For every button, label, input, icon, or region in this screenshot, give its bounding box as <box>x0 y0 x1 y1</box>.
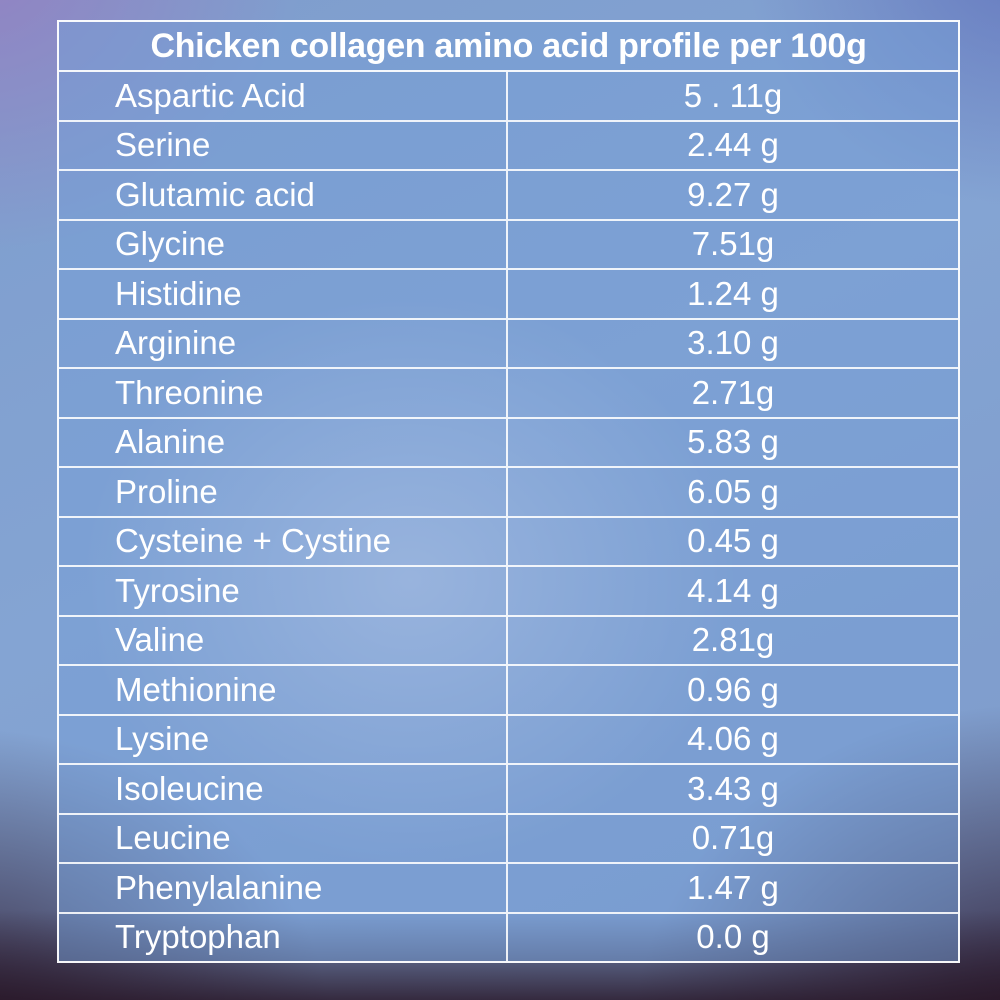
table-row: Tryptophan 0.0 g <box>59 913 958 961</box>
amino-acid-value: 2.44 g <box>687 126 779 164</box>
amino-acid-value: 3.43 g <box>687 769 779 807</box>
amino-acid-name: Cysteine + Cystine <box>59 517 508 565</box>
amino-acid-name: Tyrosine <box>59 567 508 615</box>
amino-acid-value: 6.05 g <box>687 472 779 510</box>
amino-acid-name: Aspartic Acid <box>59 72 508 120</box>
amino-acid-name: Valine <box>59 616 508 664</box>
amino-acid-value: 0.0 g <box>696 918 770 956</box>
table-header-row: Chicken collagen amino acid profile per … <box>59 22 958 72</box>
amino-acid-name: Phenylalanine <box>59 864 508 912</box>
table-row: Glycine 7.51g <box>59 220 958 270</box>
table-row: Alanine 5.83 g <box>59 418 958 468</box>
table-row: Lysine 4.06 g <box>59 715 958 765</box>
amino-acid-name: Histidine <box>59 270 508 318</box>
amino-acid-value: 4.14 g <box>687 571 779 609</box>
amino-acid-value: 3.10 g <box>687 324 779 362</box>
amino-acid-value: 1.24 g <box>687 274 779 312</box>
table-title: Chicken collagen amino acid profile per … <box>150 26 867 65</box>
amino-acid-name: Threonine <box>59 369 508 417</box>
amino-acid-value: 2.81g <box>691 621 775 659</box>
table-row: Aspartic Acid 5 . 11g <box>59 72 958 122</box>
amino-acid-name: Isoleucine <box>59 765 508 813</box>
table-row: Arginine 3.10 g <box>59 319 958 369</box>
table-row: Glutamic acid 9.27 g <box>59 171 958 221</box>
amino-acid-name: Leucine <box>59 814 508 862</box>
amino-acid-value: 4.06 g <box>687 720 779 758</box>
amino-acid-name: Proline <box>59 468 508 516</box>
amino-acid-name: Methionine <box>59 666 508 714</box>
table-row: Leucine 0.71g <box>59 814 958 864</box>
table-row: Methionine 0.96 g <box>59 666 958 716</box>
amino-acid-name: Glutamic acid <box>59 171 508 219</box>
amino-acid-value: 0.45 g <box>687 522 779 560</box>
amino-acid-value: 0.96 g <box>687 670 779 708</box>
table-row: Threonine 2.71g <box>59 369 958 419</box>
table-row: Proline 6.05 g <box>59 468 958 518</box>
table-row: Valine 2.81g <box>59 616 958 666</box>
amino-acid-value: 1.47 g <box>687 868 779 906</box>
amino-acid-value: 5 . 11g <box>683 76 783 114</box>
amino-acid-value: 0.71g <box>691 819 775 857</box>
table-row: Serine 2.44 g <box>59 121 958 171</box>
amino-acid-value: 9.27 g <box>687 175 779 213</box>
amino-acid-value: 5.83 g <box>687 423 779 461</box>
table-row: Isoleucine 3.43 g <box>59 765 958 815</box>
table-row: Cysteine + Cystine 0.45 g <box>59 517 958 567</box>
table-body: Aspartic Acid 5 . 11g Serine 2.44 g Glut… <box>59 72 958 961</box>
amino-acid-value: 7.51g <box>691 225 775 263</box>
table-row: Tyrosine 4.14 g <box>59 567 958 617</box>
table-row: Phenylalanine 1.47 g <box>59 864 958 914</box>
amino-acid-name: Glycine <box>59 220 508 268</box>
amino-acid-name: Lysine <box>59 715 508 763</box>
amino-acid-name: Serine <box>59 121 508 169</box>
amino-acid-table: Chicken collagen amino acid profile per … <box>57 20 960 963</box>
amino-acid-name: Alanine <box>59 418 508 466</box>
table-row: Histidine 1.24 g <box>59 270 958 320</box>
amino-acid-value: 2.71g <box>691 373 775 411</box>
amino-acid-name: Tryptophan <box>59 913 508 961</box>
amino-acid-name: Arginine <box>59 319 508 367</box>
